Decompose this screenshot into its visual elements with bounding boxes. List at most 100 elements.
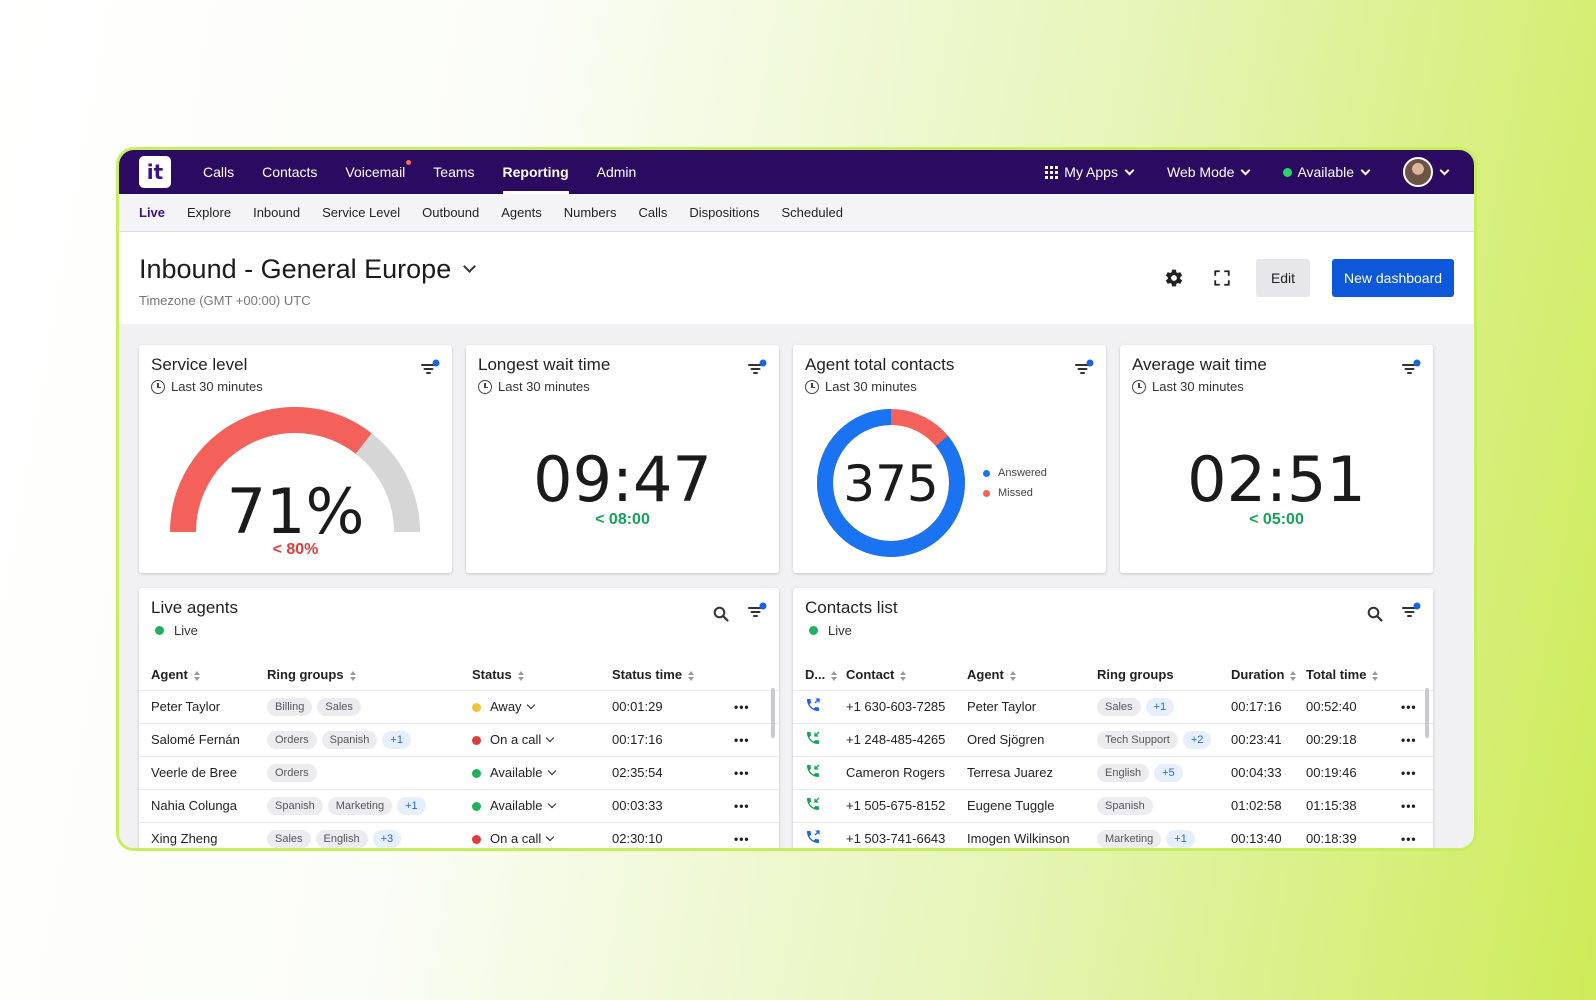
- subnav-dispositions[interactable]: Dispositions: [689, 205, 760, 220]
- more-options-icon[interactable]: •••: [734, 821, 779, 848]
- nav-reporting[interactable]: Reporting: [489, 150, 583, 194]
- table-row[interactable]: Cameron Rogers Terresa Juarez English +5 00:…: [793, 755, 1433, 789]
- nav-contacts[interactable]: Contacts: [262, 164, 318, 180]
- ring-groups-cell: Spanish Marketing +1: [267, 788, 472, 822]
- more-options-icon[interactable]: •••: [1401, 755, 1433, 789]
- clock-icon: [478, 379, 492, 394]
- my-apps-menu[interactable]: My Apps: [1045, 164, 1135, 180]
- scrollbar[interactable]: [1425, 688, 1429, 738]
- subnav-live[interactable]: Live: [139, 205, 166, 220]
- reporting-subnav: Live Explore Inbound Service Level Outbo…: [119, 194, 1474, 232]
- contact-name[interactable]: +1 505-675-8152: [846, 788, 967, 822]
- filter-icon[interactable]: [747, 602, 767, 620]
- scrollbar[interactable]: [771, 688, 775, 738]
- column-header-duration[interactable]: Duration: [1231, 660, 1306, 690]
- filter-icon[interactable]: [1401, 602, 1421, 620]
- more-groups-tag[interactable]: +2: [1182, 730, 1212, 749]
- edit-button[interactable]: Edit: [1256, 259, 1310, 297]
- nav-voicemail[interactable]: Voicemail: [331, 150, 419, 194]
- total-time: 01:15:38: [1306, 788, 1401, 822]
- column-header-ring-groups[interactable]: Ring groups: [267, 660, 472, 690]
- column-header-agent[interactable]: Agent: [139, 660, 267, 690]
- contact-name[interactable]: +1 630-603-7285: [846, 689, 967, 723]
- nav-calls[interactable]: Calls: [203, 164, 235, 180]
- table-row[interactable]: Nahia Colunga Spanish Marketing +1 Available…: [139, 788, 779, 822]
- filter-icon[interactable]: [747, 359, 767, 377]
- table-row[interactable]: +1 630-603-7285 Peter Taylor Sales +1 00:17:…: [793, 689, 1433, 723]
- status-dropdown[interactable]: Away: [472, 689, 612, 723]
- availability-menu[interactable]: Available: [1283, 164, 1371, 180]
- legend-missed-label: Missed: [998, 487, 1033, 499]
- subnav-agents[interactable]: Agents: [501, 205, 542, 220]
- status-time: 00:17:16: [612, 722, 734, 756]
- subnav-numbers[interactable]: Numbers: [563, 205, 617, 220]
- more-groups-tag[interactable]: +1: [1145, 697, 1175, 716]
- column-header-ring-groups[interactable]: Ring groups: [1097, 660, 1231, 690]
- more-groups-tag[interactable]: +1: [1166, 829, 1195, 848]
- legend-answered-label: Answered: [998, 467, 1047, 479]
- live-indicator: Live: [805, 623, 852, 638]
- table-row[interactable]: Xing Zheng Sales English +3 On a call 02:30:1…: [139, 821, 779, 848]
- subnav-inbound[interactable]: Inbound: [253, 205, 301, 220]
- filter-icon[interactable]: [1074, 359, 1094, 377]
- status-dropdown[interactable]: Available: [472, 788, 612, 822]
- filter-icon[interactable]: [420, 359, 440, 377]
- fullscreen-icon: [1214, 270, 1230, 286]
- status-dropdown[interactable]: On a call: [472, 821, 612, 848]
- more-options-icon[interactable]: •••: [734, 788, 779, 822]
- table-row[interactable]: +1 505-675-8152 Eugene Tuggle Spanish 01:02…: [793, 788, 1433, 822]
- subnav-scheduled[interactable]: Scheduled: [781, 205, 843, 220]
- duration: 00:23:41: [1231, 722, 1306, 756]
- contact-name[interactable]: +1 503-741-6643: [846, 821, 967, 848]
- more-groups-tag[interactable]: +3: [372, 829, 402, 848]
- total-time: 00:29:18: [1306, 722, 1401, 756]
- chevron-down-icon: [526, 700, 535, 710]
- duration: 00:17:16: [1231, 689, 1306, 723]
- subnav-outbound[interactable]: Outbound: [422, 205, 480, 220]
- filter-icon[interactable]: [1401, 359, 1421, 377]
- nav-teams[interactable]: Teams: [433, 164, 475, 180]
- column-header-direction[interactable]: D...: [793, 660, 846, 690]
- more-options-icon[interactable]: •••: [1401, 821, 1433, 848]
- table-row[interactable]: +1 248-485-4265 Ored Sjögren Tech Support +…: [793, 722, 1433, 756]
- more-options-icon[interactable]: •••: [1401, 788, 1433, 822]
- ring-group-tag: Sales: [267, 829, 311, 848]
- status-dropdown[interactable]: Available: [472, 755, 612, 789]
- column-header-agent[interactable]: Agent: [967, 660, 1097, 690]
- subnav-calls[interactable]: Calls: [638, 205, 668, 220]
- more-options-icon[interactable]: •••: [734, 755, 779, 789]
- subnav-explore[interactable]: Explore: [187, 205, 232, 220]
- ring-groups-cell: Marketing +1: [1097, 821, 1231, 848]
- search-icon[interactable]: [1367, 606, 1383, 622]
- dashboard-selector[interactable]: Inbound - General Europe: [139, 254, 477, 285]
- user-menu[interactable]: [1403, 157, 1450, 187]
- column-header-status-time[interactable]: Status time: [612, 660, 734, 690]
- table-row[interactable]: Veerle de Bree Orders Available 02:35:54 •••: [139, 755, 779, 789]
- more-groups-tag[interactable]: +1: [382, 730, 411, 749]
- more-groups-tag[interactable]: +1: [397, 796, 426, 815]
- new-dashboard-button[interactable]: New dashboard: [1332, 259, 1454, 297]
- status-dropdown[interactable]: On a call: [472, 722, 612, 756]
- ring-group-tag: Sales: [1097, 697, 1141, 716]
- web-mode-menu[interactable]: Web Mode: [1166, 164, 1251, 180]
- live-dot: [155, 626, 164, 635]
- nav-admin[interactable]: Admin: [596, 164, 637, 180]
- table-row[interactable]: Salomé Fernán Orders Spanish +1 On a call 00:…: [139, 722, 779, 756]
- search-icon[interactable]: [713, 606, 729, 622]
- column-header-status[interactable]: Status: [472, 660, 612, 690]
- column-header-total-time[interactable]: Total time: [1306, 660, 1401, 690]
- fullscreen-button[interactable]: [1204, 260, 1240, 296]
- contact-name[interactable]: Cameron Rogers: [846, 755, 967, 789]
- web-mode-label: Web Mode: [1166, 164, 1235, 180]
- card-period: Last 30 minutes: [151, 379, 263, 394]
- more-groups-tag[interactable]: +5: [1154, 763, 1183, 782]
- table-row[interactable]: Peter Taylor Billing Sales Away 00:01:29 •••: [139, 689, 779, 723]
- status-time: 02:35:54: [612, 755, 734, 789]
- table-row[interactable]: +1 503-741-6643 Imogen Wilkinson Marketing…: [793, 821, 1433, 848]
- contacts-list-card: Contacts list Live D... Contact Agent Ri…: [793, 588, 1433, 848]
- ring-group-tag: Orders: [267, 763, 317, 782]
- column-header-contact[interactable]: Contact: [846, 660, 967, 690]
- subnav-service-level[interactable]: Service Level: [322, 205, 401, 220]
- settings-button[interactable]: [1156, 260, 1192, 296]
- contact-name[interactable]: +1 248-485-4265: [846, 722, 967, 756]
